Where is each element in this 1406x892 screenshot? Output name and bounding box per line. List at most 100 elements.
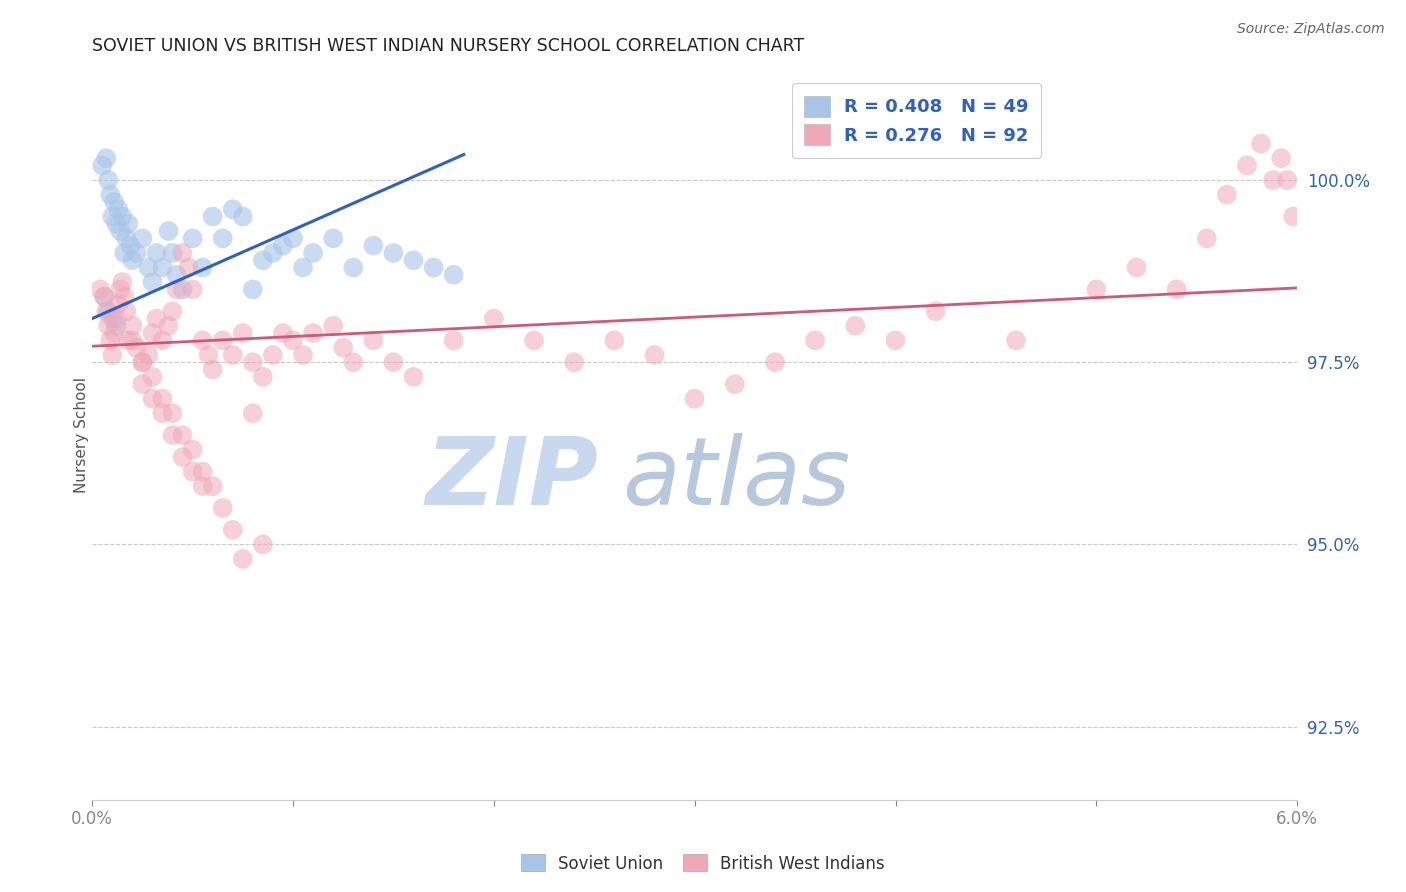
Point: [262, 246, 284, 260]
Text: atlas: atlas: [623, 434, 851, 524]
Point: [242, 406, 264, 420]
Point: [162, 246, 184, 260]
Point: [121, 318, 143, 333]
Point: [162, 428, 184, 442]
Point: [172, 428, 194, 442]
Point: [222, 348, 245, 362]
Point: [422, 260, 444, 275]
Point: [141, 326, 163, 340]
Legend: Soviet Union, British West Indians: Soviet Union, British West Indians: [515, 847, 891, 880]
Point: [138, 348, 160, 362]
Point: [181, 442, 204, 457]
Text: SOVIET UNION VS BRITISH WEST INDIAN NURSERY SCHOOL CORRELATION CHART: SOVIET UNION VS BRITISH WEST INDIAN NURS…: [93, 37, 804, 55]
Point: [1270, 151, 1292, 165]
Point: [103, 194, 125, 209]
Point: [1085, 282, 1108, 296]
Point: [93, 290, 115, 304]
Point: [145, 246, 167, 260]
Point: [141, 369, 163, 384]
Point: [191, 334, 214, 348]
Point: [322, 318, 344, 333]
Point: [191, 479, 214, 493]
Point: [138, 260, 160, 275]
Point: [271, 326, 294, 340]
Point: [402, 369, 425, 384]
Point: [166, 268, 188, 282]
Point: [482, 311, 505, 326]
Point: [131, 377, 153, 392]
Point: [683, 392, 706, 406]
Point: [89, 282, 111, 296]
Point: [117, 217, 139, 231]
Point: [141, 275, 163, 289]
Point: [131, 355, 153, 369]
Point: [281, 231, 304, 245]
Point: [402, 253, 425, 268]
Point: [281, 334, 304, 348]
Point: [292, 260, 315, 275]
Point: [125, 341, 148, 355]
Point: [322, 231, 344, 245]
Point: [1250, 136, 1272, 151]
Point: [523, 334, 546, 348]
Legend: R = 0.408   N = 49, R = 0.276   N = 92: R = 0.408 N = 49, R = 0.276 N = 92: [792, 84, 1040, 158]
Point: [111, 275, 134, 289]
Point: [162, 304, 184, 318]
Point: [1216, 187, 1239, 202]
Point: [382, 355, 405, 369]
Point: [211, 231, 233, 245]
Point: [145, 311, 167, 326]
Point: [382, 246, 405, 260]
Point: [103, 326, 125, 340]
Point: [1236, 159, 1258, 173]
Point: [115, 231, 138, 245]
Point: [724, 377, 747, 392]
Point: [131, 355, 153, 369]
Point: [112, 290, 135, 304]
Point: [242, 355, 264, 369]
Point: [181, 465, 204, 479]
Point: [152, 260, 174, 275]
Point: [763, 355, 786, 369]
Point: [1195, 231, 1218, 245]
Point: [172, 282, 194, 296]
Text: ZIP: ZIP: [426, 433, 599, 524]
Point: [222, 202, 245, 217]
Point: [191, 465, 214, 479]
Point: [191, 260, 214, 275]
Point: [97, 318, 120, 333]
Point: [97, 304, 120, 318]
Point: [201, 210, 224, 224]
Point: [110, 224, 132, 238]
Point: [443, 334, 465, 348]
Point: [152, 334, 174, 348]
Point: [844, 318, 866, 333]
Point: [332, 341, 354, 355]
Point: [1261, 173, 1284, 187]
Point: [804, 334, 827, 348]
Point: [302, 326, 325, 340]
Point: [166, 282, 188, 296]
Point: [232, 210, 254, 224]
Point: [121, 334, 143, 348]
Point: [924, 304, 946, 318]
Point: [97, 173, 120, 187]
Point: [1282, 210, 1305, 224]
Point: [363, 334, 385, 348]
Point: [201, 362, 224, 376]
Point: [172, 246, 194, 260]
Point: [302, 246, 325, 260]
Point: [125, 246, 148, 260]
Point: [292, 348, 315, 362]
Point: [152, 406, 174, 420]
Point: [105, 311, 128, 326]
Point: [117, 334, 139, 348]
Point: [211, 501, 233, 516]
Point: [271, 238, 294, 252]
Point: [162, 406, 184, 420]
Point: [644, 348, 666, 362]
Point: [201, 479, 224, 493]
Point: [232, 326, 254, 340]
Point: [157, 318, 180, 333]
Point: [115, 304, 138, 318]
